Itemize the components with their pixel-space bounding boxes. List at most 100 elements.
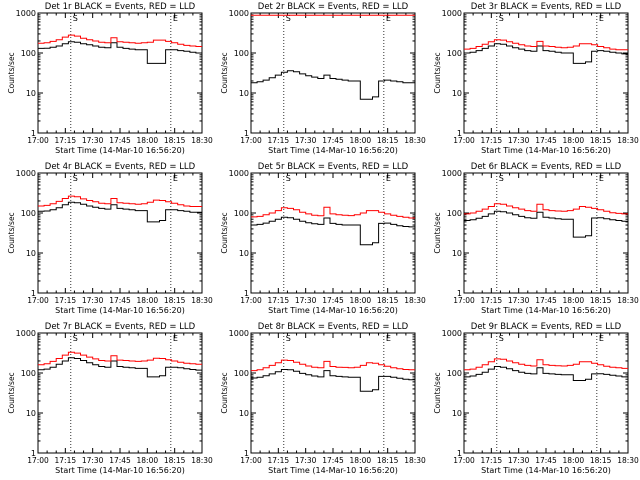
x-tick-label: 18:15 bbox=[164, 296, 186, 305]
marker-label-e: E bbox=[173, 334, 178, 343]
x-tick-label: 17:30 bbox=[82, 296, 104, 305]
x-axis-label: Start Time (14-Mar-10 16:56:20) bbox=[268, 306, 398, 315]
x-tick-label: 17:15 bbox=[481, 296, 503, 305]
x-axis-label: Start Time (14-Mar-10 16:56:20) bbox=[268, 466, 398, 475]
y-tick-label: 10 bbox=[452, 249, 462, 258]
x-tick-label: 18:15 bbox=[377, 456, 399, 465]
marker-label-e: E bbox=[599, 334, 604, 343]
plot-frame bbox=[37, 172, 203, 294]
y-tick-label: 100 bbox=[234, 209, 249, 218]
x-tick-label: 18:00 bbox=[563, 456, 585, 465]
series-lld bbox=[38, 351, 202, 366]
marker-label-e: E bbox=[173, 14, 178, 23]
y-tick-label: 1 bbox=[457, 129, 462, 138]
chart-panel-4: Det 4r BLACK = Events, RED = LLD 1 10 100 10… bbox=[7, 162, 213, 315]
chart-title: Det 3r BLACK = Events, RED = LLD bbox=[471, 2, 622, 12]
chart-title: Det 1r BLACK = Events, RED = LLD bbox=[45, 2, 196, 12]
series-events bbox=[464, 43, 628, 64]
marker-label-e: E bbox=[386, 334, 391, 343]
x-tick-label: 17:15 bbox=[268, 296, 290, 305]
y-axis-label: Counts/sec bbox=[433, 52, 442, 93]
y-tick-label: 100 bbox=[21, 49, 36, 58]
x-tick-label: 17:45 bbox=[535, 456, 557, 465]
chart-title: Det 4r BLACK = Events, RED = LLD bbox=[45, 162, 196, 172]
y-axis-label: Counts/sec bbox=[7, 52, 16, 93]
x-tick-label: 18:00 bbox=[137, 296, 159, 305]
x-tick-label: 17:30 bbox=[508, 456, 530, 465]
x-tick-label: 17:45 bbox=[109, 456, 131, 465]
chart-title: Det 5r BLACK = Events, RED = LLD bbox=[258, 162, 409, 172]
series-events bbox=[251, 216, 415, 246]
y-tick-label: 100 bbox=[21, 209, 36, 218]
y-tick-label: 10 bbox=[26, 89, 36, 98]
x-tick-label: 18:30 bbox=[617, 136, 639, 145]
series-events bbox=[464, 366, 628, 381]
chart-panel-3: Det 3r BLACK = Events, RED = LLD 1 10 100 10… bbox=[433, 2, 639, 155]
y-tick-label: 10 bbox=[452, 89, 462, 98]
y-tick-label: 1 bbox=[457, 449, 462, 458]
y-axis-label: Counts/sec bbox=[7, 212, 16, 253]
chart-panel-1: Det 1r BLACK = Events, RED = LLD 1 10 100 10… bbox=[7, 2, 213, 155]
y-tick-label: 1000 bbox=[442, 9, 462, 18]
x-tick-label: 17:00 bbox=[453, 136, 475, 145]
y-tick-label: 1000 bbox=[229, 9, 249, 18]
x-tick-label: 18:15 bbox=[377, 136, 399, 145]
x-tick-label: 17:00 bbox=[27, 296, 49, 305]
x-tick-label: 17:00 bbox=[27, 136, 49, 145]
y-tick-label: 1 bbox=[31, 449, 36, 458]
plot-frame bbox=[250, 12, 416, 134]
y-tick-label: 1 bbox=[457, 289, 462, 298]
x-tick-label: 17:15 bbox=[481, 456, 503, 465]
marker-label-s: S bbox=[286, 174, 291, 183]
x-tick-label: 17:45 bbox=[535, 136, 557, 145]
y-tick-label: 1 bbox=[244, 449, 249, 458]
x-tick-label: 17:15 bbox=[55, 456, 77, 465]
x-axis-label: Start Time (14-Mar-10 16:56:20) bbox=[55, 466, 185, 475]
x-tick-label: 17:00 bbox=[240, 136, 262, 145]
y-tick-label: 1 bbox=[31, 289, 36, 298]
marker-label-s: S bbox=[499, 174, 504, 183]
series-lld bbox=[464, 358, 628, 371]
y-axis-label: Counts/sec bbox=[7, 372, 16, 413]
marker-label-s: S bbox=[73, 334, 78, 343]
chart-panel-5: Det 5r BLACK = Events, RED = LLD 1 10 100 10… bbox=[220, 162, 426, 315]
plot-frame bbox=[250, 332, 416, 454]
y-axis-label: Counts/sec bbox=[433, 372, 442, 413]
x-tick-label: 17:15 bbox=[55, 136, 77, 145]
x-tick-label: 18:00 bbox=[350, 456, 372, 465]
y-tick-label: 1000 bbox=[16, 169, 36, 178]
x-tick-label: 18:15 bbox=[590, 456, 612, 465]
y-tick-label: 10 bbox=[26, 249, 36, 258]
chart-panel-6: Det 6r BLACK = Events, RED = LLD 1 10 100 10… bbox=[433, 162, 639, 315]
series-events bbox=[38, 201, 202, 223]
x-tick-label: 18:30 bbox=[191, 456, 213, 465]
x-tick-label: 17:30 bbox=[295, 456, 317, 465]
marker-label-s: S bbox=[499, 14, 504, 23]
x-tick-label: 17:30 bbox=[295, 136, 317, 145]
y-tick-label: 100 bbox=[234, 369, 249, 378]
marker-label-e: E bbox=[386, 174, 391, 183]
x-tick-label: 18:15 bbox=[164, 456, 186, 465]
y-axis-label: Counts/sec bbox=[220, 212, 229, 253]
series-lld bbox=[38, 195, 202, 207]
y-tick-label: 100 bbox=[234, 49, 249, 58]
x-tick-label: 17:00 bbox=[240, 456, 262, 465]
marker-label-e: E bbox=[599, 14, 604, 23]
y-tick-label: 10 bbox=[239, 249, 249, 258]
y-axis-label: Counts/sec bbox=[220, 52, 229, 93]
series-lld bbox=[251, 359, 415, 372]
x-tick-label: 18:00 bbox=[137, 456, 159, 465]
x-tick-label: 18:30 bbox=[404, 456, 426, 465]
series-events bbox=[38, 357, 202, 378]
marker-label-s: S bbox=[73, 14, 78, 23]
y-tick-label: 10 bbox=[452, 409, 462, 418]
x-tick-label: 17:30 bbox=[82, 456, 104, 465]
y-tick-label: 1 bbox=[31, 129, 36, 138]
x-tick-label: 18:15 bbox=[590, 136, 612, 145]
y-tick-label: 1 bbox=[244, 289, 249, 298]
marker-label-s: S bbox=[286, 334, 291, 343]
series-events bbox=[251, 369, 415, 392]
marker-label-s: S bbox=[499, 334, 504, 343]
y-tick-label: 1000 bbox=[16, 329, 36, 338]
